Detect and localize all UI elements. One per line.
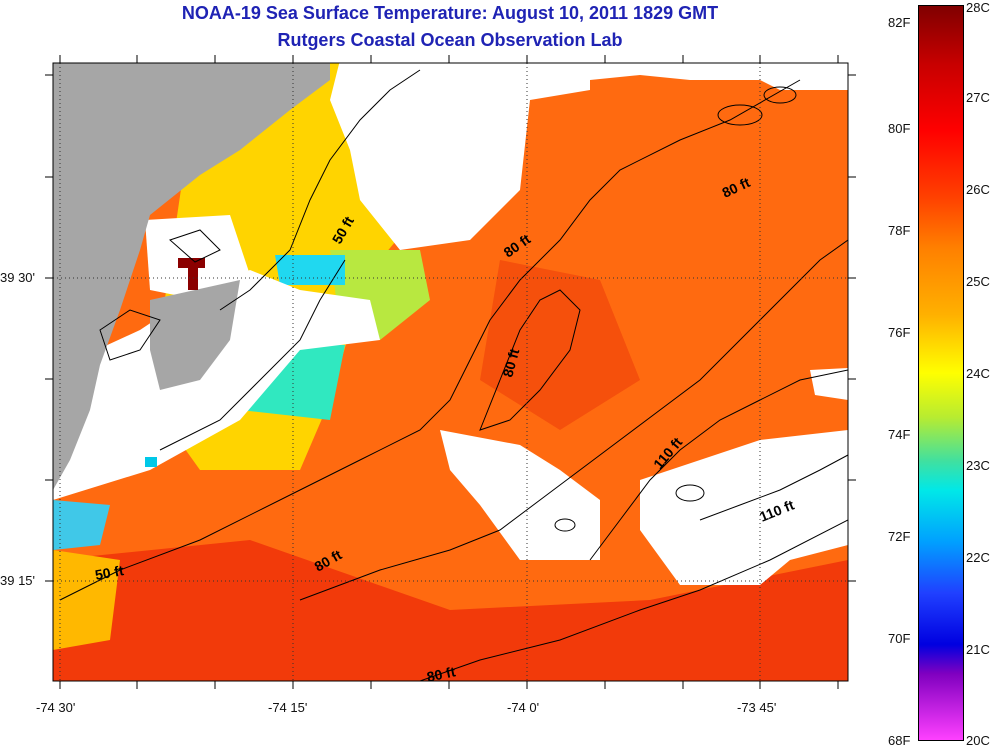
- colorbar-celsius-label: 21C: [966, 642, 990, 657]
- depth-contour: [479, 289, 581, 431]
- colorbar-celsius-label: 24C: [966, 366, 990, 381]
- lon-label: -74 15': [268, 700, 308, 715]
- temperature-colorbar: [918, 5, 964, 741]
- depth-contour: [699, 454, 848, 521]
- warm-water-region: [53, 540, 848, 681]
- cool-water-region: [275, 255, 345, 285]
- colorbar-celsius-label: 23C: [966, 458, 990, 473]
- land-mass: [150, 280, 240, 390]
- colorbar-fahrenheit-label: 70F: [888, 631, 911, 646]
- colorbar-fahrenheit-label: 82F: [888, 15, 911, 30]
- colorbar-fahrenheit-label: 74F: [888, 427, 911, 442]
- contour-label: 50 ft: [94, 562, 125, 583]
- depth-contour: [763, 86, 797, 104]
- lon-label: -74 0': [507, 700, 540, 715]
- lon-label: -73 45': [737, 700, 777, 715]
- no-data-area: [590, 63, 848, 90]
- depth-contour: [675, 484, 705, 502]
- depth-contour: [219, 69, 421, 311]
- colorbar-fahrenheit-label: 80F: [888, 121, 911, 136]
- no-data-area: [440, 430, 600, 560]
- lat-label: 39 15': [0, 573, 36, 588]
- depth-contour: [419, 519, 848, 681]
- colorbar-celsius-label: 28C: [966, 0, 990, 15]
- coastline: [169, 229, 221, 263]
- lon-label: -74 30': [36, 700, 76, 715]
- depth-contour: [159, 259, 346, 451]
- warm-water-region: [480, 260, 640, 430]
- map-title: NOAA-19 Sea Surface Temperature: August …: [181, 3, 719, 23]
- coastline: [99, 309, 161, 361]
- depth-contour: [299, 239, 848, 601]
- colorbar-fahrenheit-label: 76F: [888, 325, 911, 340]
- no-data-area: [330, 63, 590, 250]
- colorbar-celsius-label: 22C: [966, 550, 990, 565]
- contour-label: 80 ft: [499, 347, 522, 379]
- colorbar-celsius-label: 20C: [966, 733, 990, 748]
- cool-water-region: [53, 500, 110, 550]
- depth-contour: [717, 104, 763, 126]
- cool-pixel: [145, 457, 157, 467]
- lat-label: 39 30': [0, 270, 36, 285]
- no-data-area: [53, 270, 380, 500]
- colorbar-celsius-label: 27C: [966, 90, 990, 105]
- no-data-area: [145, 215, 250, 300]
- contour-label: 80 ft: [425, 663, 457, 685]
- colorbar-fahrenheit-label: 72F: [888, 529, 911, 544]
- depth-contour: [554, 518, 576, 532]
- map-frame: [52, 62, 849, 682]
- colorbar-fahrenheit-label: 78F: [888, 223, 911, 238]
- hot-spot: [178, 258, 205, 290]
- map-subtitle: Rutgers Coastal Ocean Observation Lab: [277, 30, 623, 50]
- colorbar-fahrenheit-label: 68F: [888, 733, 911, 748]
- land-mass: [53, 63, 330, 490]
- colorbar-celsius-label: 25C: [966, 274, 990, 289]
- cool-water-region: [53, 550, 120, 650]
- colorbar-celsius-label: 26C: [966, 182, 990, 197]
- depth-contour: [59, 79, 801, 601]
- depth-contour: [589, 369, 848, 561]
